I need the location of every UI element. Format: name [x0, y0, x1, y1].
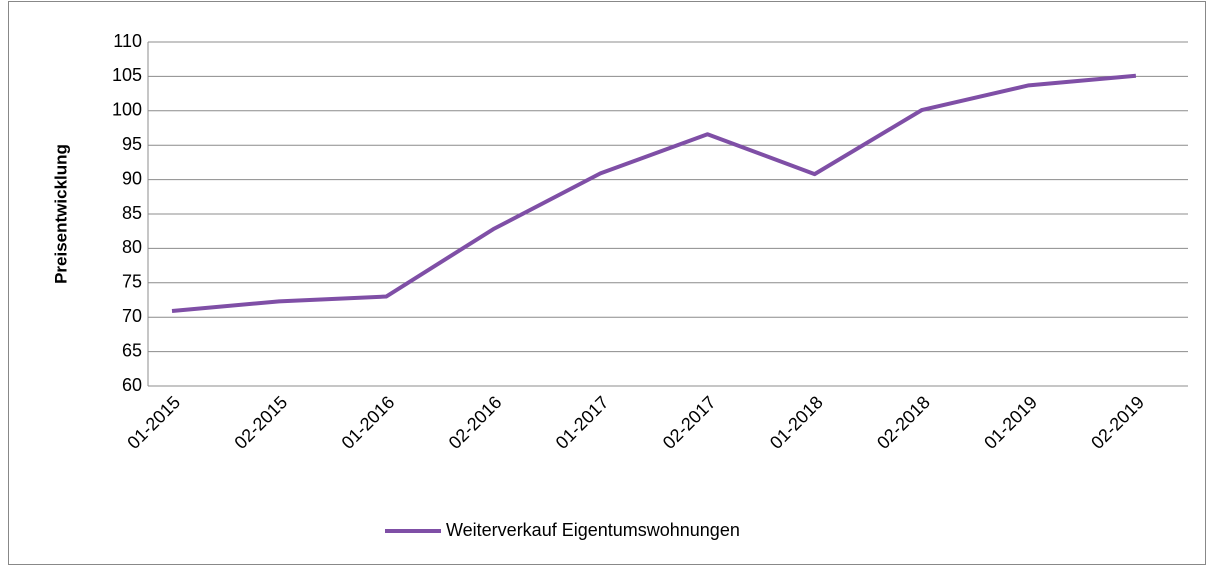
y-tick-label: 65 [122, 340, 142, 360]
legend-label: Weiterverkauf Eigentumswohnungen [446, 520, 740, 540]
y-tick-label: 80 [122, 237, 142, 257]
y-tick-label: 75 [122, 272, 142, 292]
y-tick-label: 100 [112, 100, 142, 120]
y-tick-label: 60 [122, 375, 142, 395]
y-tick-label: 70 [122, 306, 142, 326]
y-axis-title: Preisentwicklung [51, 144, 70, 284]
y-tick-label: 90 [122, 168, 142, 188]
y-tick-label: 95 [122, 134, 142, 154]
line-series [171, 73, 1137, 313]
y-tick-label: 105 [112, 65, 142, 85]
y-tick-label: 110 [113, 31, 142, 51]
y-tick-label: 85 [122, 203, 142, 223]
